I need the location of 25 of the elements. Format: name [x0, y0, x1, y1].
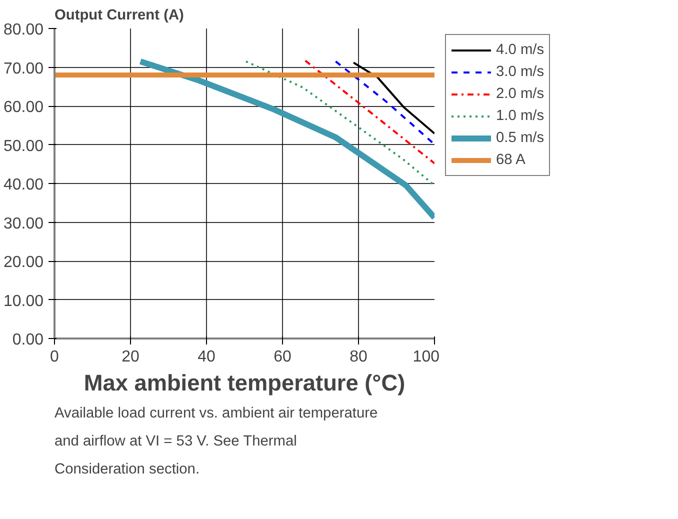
x-tick-label: 0 [50, 348, 60, 366]
y-tick-label: 0.00 [12, 332, 44, 348]
x-tick-label: 40 [198, 348, 216, 366]
x-tick-label: 100 [412, 348, 440, 366]
legend-label: 4.0 m/s [496, 42, 544, 58]
legend-label: 0.5 m/s [496, 130, 544, 146]
y-tick-label: 50.00 [3, 138, 44, 155]
x-tick-label: 20 [122, 348, 140, 366]
legend-label: 68 A [496, 152, 526, 168]
y-tick-label: 30.00 [3, 215, 44, 232]
legend-label: 1.0 m/s [496, 108, 544, 124]
text: Available load current vs. ambient air temperature and airflow at VI = 53 V. See Thermal Consideration section. [54, 406, 378, 478]
y-tick-label: 40.00 [3, 176, 44, 194]
y-tick-label: 20.00 [3, 254, 44, 271]
legend-label: 3.0 m/s [496, 64, 544, 80]
y-axis-title: Output Current (A) [54, 8, 184, 24]
y-tick-label: 80.00 [3, 22, 44, 38]
y-tick-label: 10.00 [3, 292, 44, 310]
x-tick-label: 80 [350, 348, 368, 366]
legend-label: 2.0 m/s [496, 86, 544, 102]
y-tick-label: 60.00 [3, 99, 44, 116]
y-tick-label: 70.00 [3, 60, 44, 78]
x-axis-title: Max ambient temperature (°C) [84, 370, 406, 396]
line-series [245, 60, 434, 186]
x-tick-label: 60 [274, 348, 292, 366]
